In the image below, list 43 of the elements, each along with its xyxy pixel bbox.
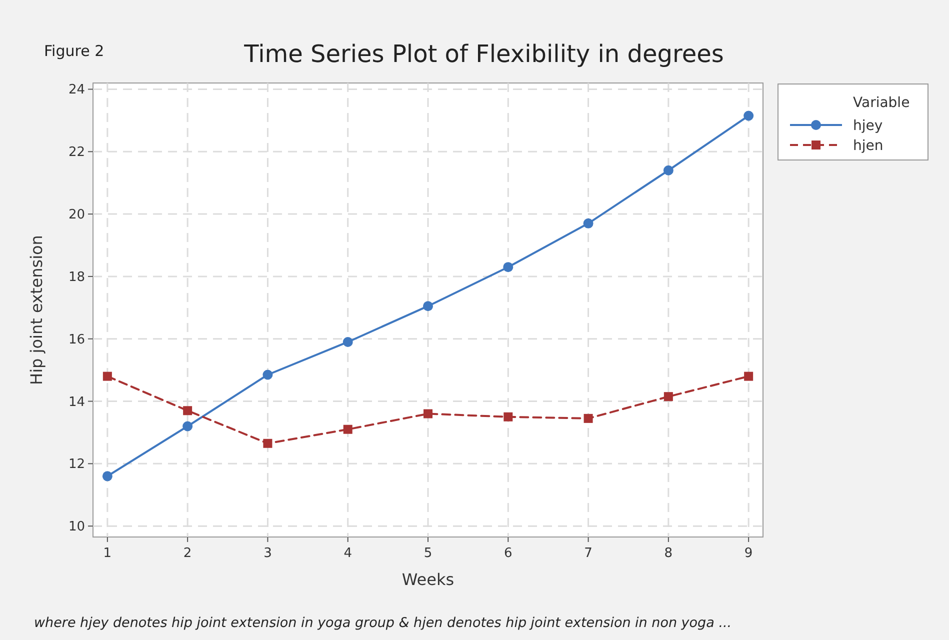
point [182, 421, 193, 432]
y-tick-label: 18 [68, 270, 85, 285]
point [423, 301, 433, 312]
point [504, 412, 513, 422]
x-tick-label: 9 [744, 546, 753, 561]
text: where hjey denotes hip joint extension in yoga group & hjen denotes hip joint extension in non yoga ... [34, 615, 732, 631]
y-tick-label: 10 [68, 520, 85, 535]
point [262, 370, 273, 380]
point [663, 165, 674, 176]
legend-label: hjen [853, 138, 884, 154]
y-tick-label: 12 [68, 457, 85, 472]
x-tick-label: 5 [424, 546, 432, 561]
x-tick-label: 1 [103, 546, 112, 561]
x-axis-title: Weeks [402, 570, 454, 589]
y-tick-label: 20 [68, 208, 85, 223]
y-axis-title: Hip joint extension [27, 235, 46, 385]
chart-title: Time Series Plot of Flexibility in degrees [243, 40, 724, 68]
point [102, 372, 112, 381]
point [744, 110, 754, 121]
point [503, 262, 514, 272]
y-tick-label: 16 [68, 332, 85, 348]
x-tick-label: 6 [504, 546, 512, 561]
point [664, 392, 673, 402]
x-tick-label: 4 [344, 546, 352, 561]
point [744, 372, 754, 381]
y-tick-label: 24 [68, 82, 85, 98]
point [102, 471, 112, 482]
y-tick-label: 22 [68, 145, 85, 160]
caption: Figure 2 [44, 42, 104, 60]
x-tick-label: 3 [264, 546, 272, 561]
point [343, 424, 352, 434]
point [583, 218, 594, 228]
point [183, 406, 192, 416]
x-tick-label: 8 [664, 546, 673, 561]
point [342, 336, 353, 347]
point [263, 438, 272, 448]
point [424, 409, 432, 418]
point [584, 414, 593, 423]
legend-label: hjey [853, 118, 883, 134]
x-tick-label: 7 [584, 546, 592, 561]
y-tick-label: 14 [68, 394, 85, 410]
legend-title: Variable [853, 95, 910, 111]
x-tick-label: 2 [183, 546, 192, 561]
